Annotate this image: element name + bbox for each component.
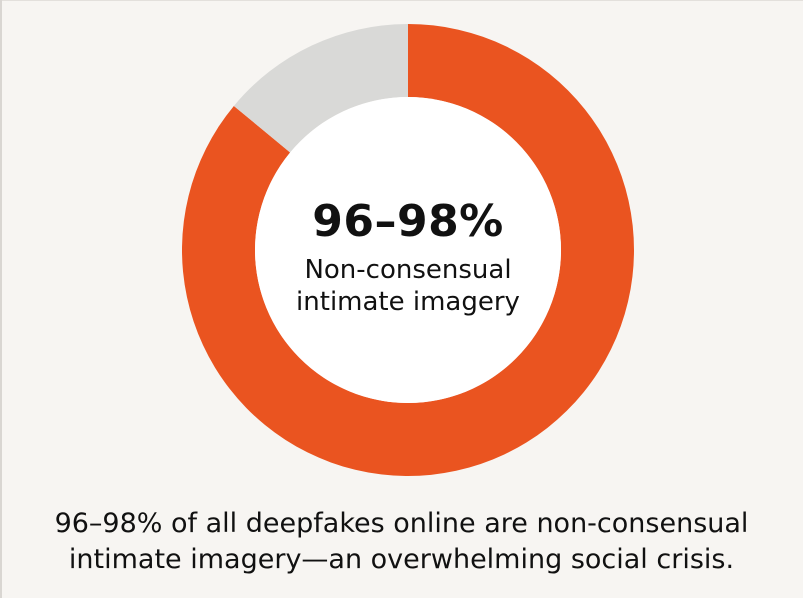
left-border xyxy=(0,0,2,598)
chart-caption: 96–98% of all deepfakes online are non-c… xyxy=(0,506,803,578)
donut-slice-1 xyxy=(233,24,408,153)
donut-slice-0 xyxy=(181,24,634,476)
center-caption-line-2: intimate imagery xyxy=(296,287,520,317)
caption-line-1: 96–98% of all deepfakes online are non-c… xyxy=(54,508,749,539)
center-percentage: 96–98% xyxy=(312,196,504,247)
center-caption-line-1: Non-consensual xyxy=(304,255,512,285)
center-caption: Non-consensual intimate imagery xyxy=(258,254,558,318)
donut-hole xyxy=(255,97,561,403)
caption-line-2: intimate imagery—an overwhelming social … xyxy=(68,544,735,575)
top-border xyxy=(0,0,803,1)
donut-center-label: 96–98% Non-consensual intimate imagery xyxy=(258,196,558,318)
